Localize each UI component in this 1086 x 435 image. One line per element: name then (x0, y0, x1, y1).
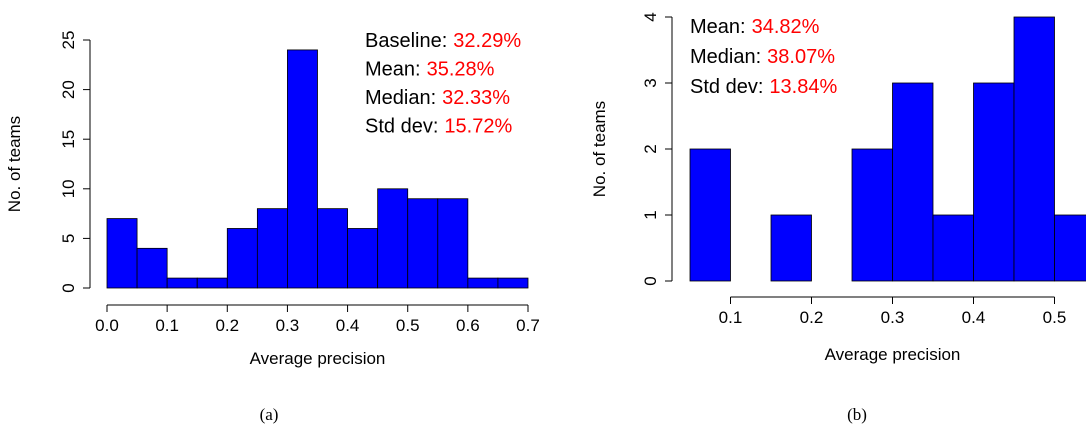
y-tick-label: 0 (641, 276, 660, 285)
stat-value: 34.82% (752, 16, 820, 38)
stat-value: 38.07% (767, 46, 835, 68)
y-tick-label: 20 (59, 80, 78, 99)
y-tick-label: 0 (59, 283, 78, 292)
bar (932, 214, 974, 282)
y-tick-label: 15 (59, 130, 78, 149)
bar (689, 148, 731, 282)
bar (973, 82, 1015, 282)
stat-annotation: Median: 32.33% (365, 87, 510, 109)
histogram-panel: 0.1 0.2 0.3 0.4 0.5 0 1 2 3 4 No. of teams Average … (590, 12, 1086, 424)
y-tick-label: 25 (59, 31, 78, 50)
bar (497, 277, 529, 289)
y-tick-label: 10 (59, 179, 78, 198)
x-tick-label: 0.1 (155, 316, 179, 335)
bar (347, 228, 379, 289)
stat-label: Std dev: (690, 76, 763, 98)
bar (437, 198, 469, 289)
y-tick-label: 3 (641, 78, 660, 87)
x-tick-label: 0.4 (962, 308, 986, 327)
stat-value: 13.84% (769, 76, 837, 98)
bar (196, 277, 228, 289)
x-tick-label: 0.4 (336, 316, 360, 335)
x-tick-label: 0.2 (215, 316, 239, 335)
x-tick-label: 0.0 (95, 316, 119, 335)
y-tick-label: 4 (641, 12, 660, 21)
bar (770, 214, 812, 282)
stat-label: Baseline: (365, 30, 447, 52)
bar (287, 49, 318, 289)
stat-annotation: Std dev: 13.84% (690, 76, 837, 98)
caption: (a) (260, 405, 279, 424)
bar (106, 218, 138, 289)
bar (136, 247, 168, 289)
bar (317, 208, 348, 289)
bar (892, 82, 934, 282)
stat-label: Median: (365, 87, 436, 109)
stat-label: Mean: (690, 16, 746, 38)
y-tick-label: 5 (59, 234, 78, 243)
y-tick-label: 1 (641, 210, 660, 219)
stat-annotation: Baseline: 32.29% (365, 30, 521, 52)
stat-annotation: Median: 38.07% (690, 46, 835, 68)
stat-annotation: Std dev: 15.72% (365, 116, 512, 138)
y-tick-label: 2 (641, 144, 660, 153)
x-tick-label: 0.2 (800, 308, 824, 327)
bar (256, 208, 288, 289)
caption: (b) (847, 405, 867, 424)
bar (226, 228, 258, 289)
x-tick-label: 0.6 (456, 316, 480, 335)
x-tick-label: 0.5 (1043, 308, 1067, 327)
stat-value: 35.28% (427, 59, 495, 81)
stat-annotation: Mean: 34.82% (690, 16, 820, 38)
bar (407, 198, 439, 289)
stat-value: 32.33% (442, 87, 510, 109)
x-tick-label: 0.5 (396, 316, 420, 335)
stat-annotation: Mean: 35.28% (365, 59, 495, 81)
x-tick-label: 0.7 (516, 316, 540, 335)
x-tick-label: 0.3 (881, 308, 905, 327)
x-axis-label: Average precision (825, 345, 961, 364)
y-axis-label: No. of teams (5, 116, 24, 212)
stat-label: Std dev: (365, 116, 438, 138)
bar (1013, 16, 1055, 282)
histogram-panel: 0.0 0.1 0.2 0.3 0.4 0.5 0.6 0.7 0 5 10 15 20 25 No. of… (5, 30, 540, 424)
stat-label: Median: (690, 46, 761, 68)
x-axis-label: Average precision (250, 349, 386, 368)
stat-label: Mean: (365, 59, 421, 81)
x-tick-label: 0.1 (719, 308, 743, 327)
bar (851, 148, 893, 282)
bar (377, 188, 409, 289)
y-axis-label: No. of teams (590, 101, 609, 197)
bar (1054, 214, 1086, 282)
bar (166, 277, 198, 289)
stat-value: 32.29% (453, 30, 521, 52)
bar (467, 277, 499, 289)
stat-value: 15.72% (444, 116, 512, 138)
x-tick-label: 0.3 (276, 316, 300, 335)
